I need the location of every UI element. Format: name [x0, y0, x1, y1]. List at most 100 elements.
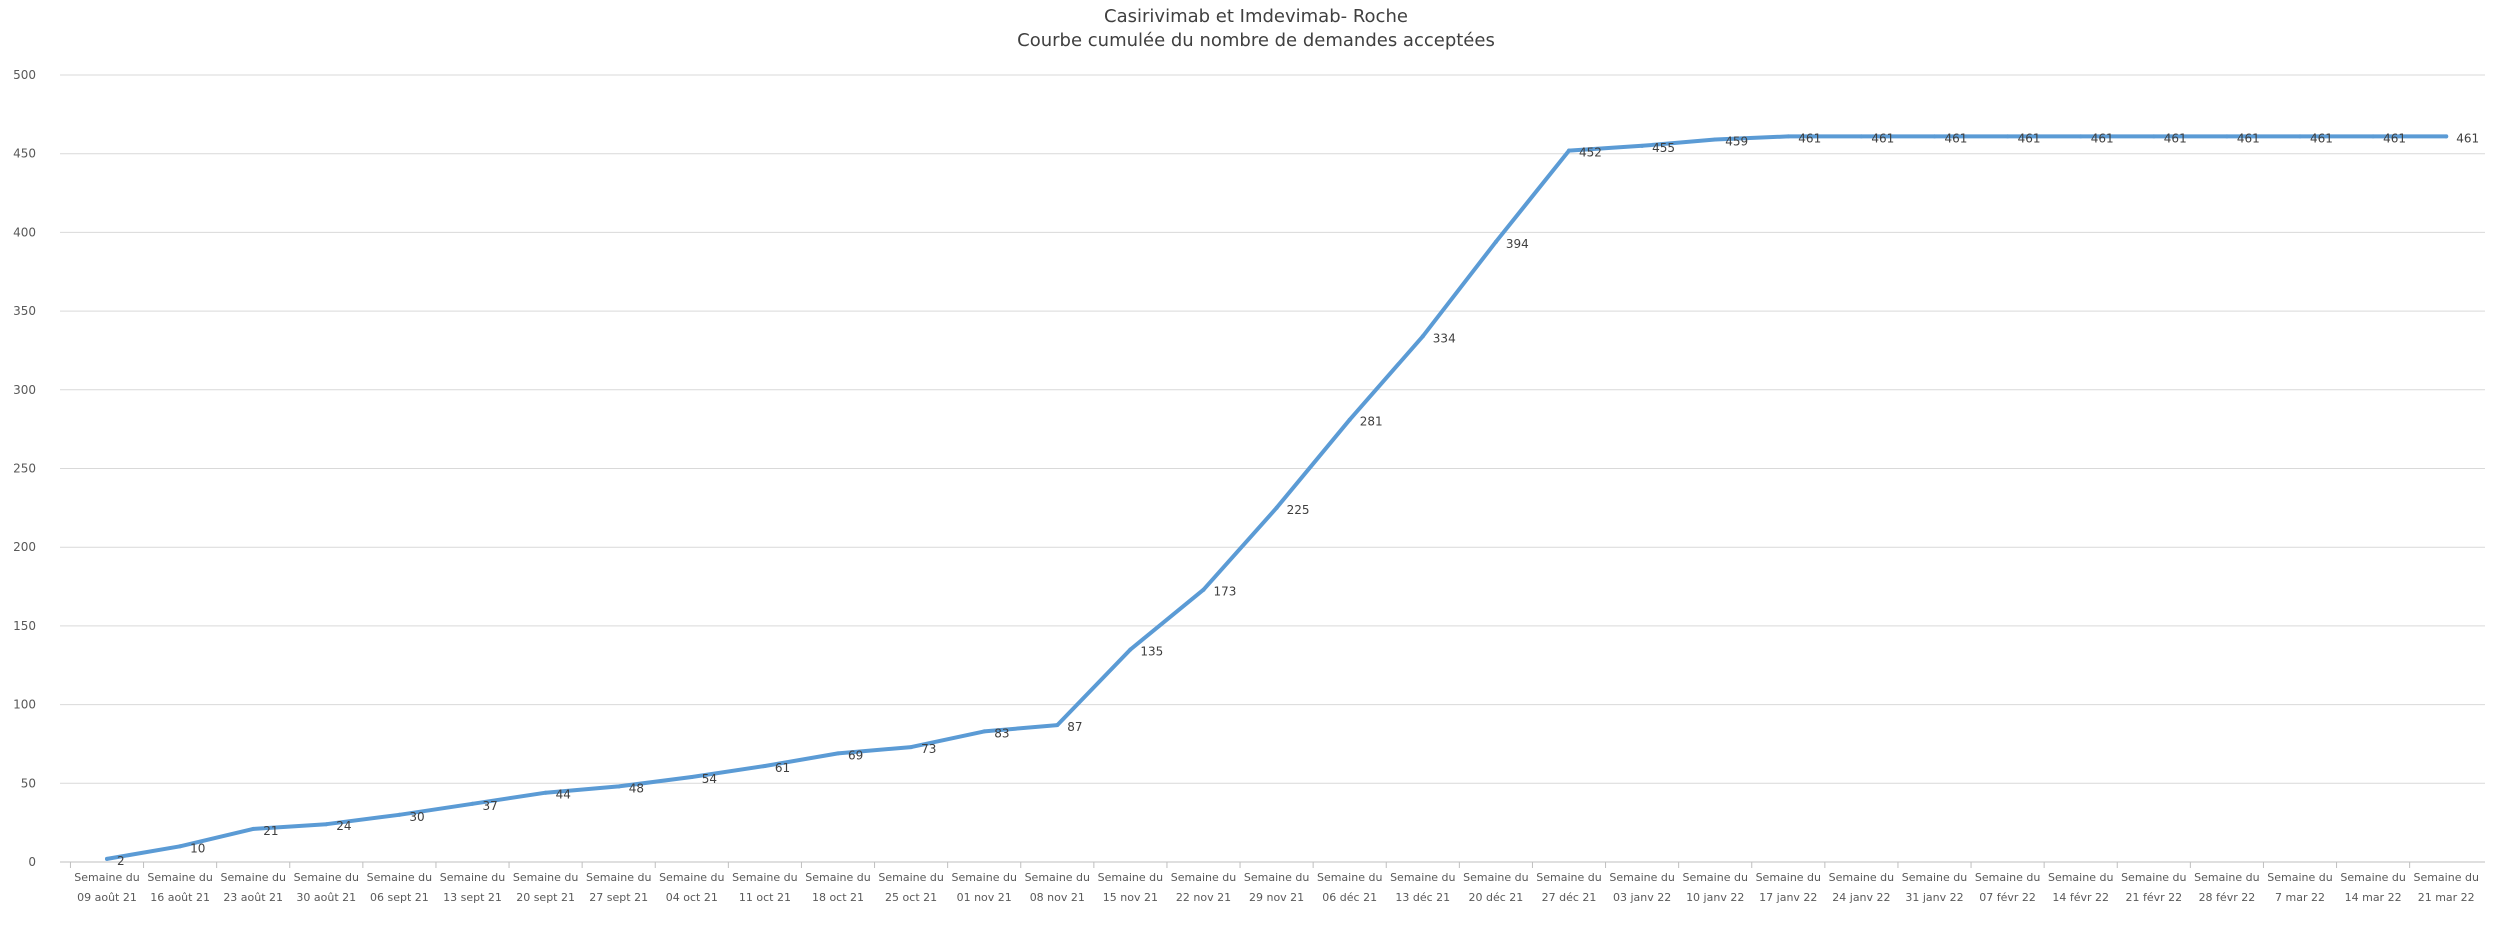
x-tick-label: Semaine du 11 oct 21	[732, 871, 797, 904]
data-label: 461	[2237, 131, 2260, 145]
data-label: 69	[848, 748, 863, 762]
data-label: 461	[2018, 131, 2041, 145]
data-label: 394	[1506, 237, 1529, 251]
x-tick-label: Semaine du 29 nov 21	[1244, 871, 1309, 904]
x-tick-label: Semaine du 09 août 21	[74, 871, 139, 904]
data-point	[616, 784, 621, 789]
data-label: 461	[2310, 131, 2333, 145]
y-tick-label: 100	[13, 698, 36, 712]
data-label: 2	[117, 854, 125, 868]
data-label: 54	[702, 772, 717, 786]
data-label: 461	[1871, 131, 1894, 145]
x-tick-label: Semaine du 21 mar 22	[2413, 871, 2478, 904]
data-label: 455	[1652, 141, 1675, 155]
data-label: 225	[1287, 503, 1310, 517]
x-tick-label: Semaine du 06 sept 21	[367, 871, 432, 904]
data-point	[836, 751, 840, 756]
x-tick-label: Semaine du 15 nov 21	[1098, 871, 1163, 904]
data-point	[470, 801, 475, 806]
data-point	[1932, 134, 1937, 139]
x-tick-label: Semaine du 27 déc 21	[1536, 871, 1601, 904]
y-tick-label: 400	[13, 225, 36, 239]
x-tick-label: Semaine du 01 nov 21	[951, 871, 1016, 904]
x-tick-label: Semaine du 06 déc 21	[1317, 871, 1382, 904]
data-label: 334	[1433, 331, 1456, 345]
x-tick-label: Semaine du 20 déc 21	[1463, 871, 1528, 904]
data-label: 461	[2456, 131, 2479, 145]
data-label: 461	[2383, 131, 2406, 145]
x-tick-label: Semaine du 13 déc 21	[1390, 871, 1455, 904]
x-tick-label: Semaine du 28 févr 22	[2194, 871, 2259, 904]
y-tick-label: 50	[21, 776, 36, 790]
data-point	[689, 775, 694, 780]
data-label: 281	[1360, 415, 1383, 429]
x-tick-label: Semaine du 23 août 21	[220, 871, 285, 904]
x-tick-label: Semaine du 21 févr 22	[2121, 871, 2186, 904]
data-label: 10	[190, 841, 205, 855]
chart-subtitle: Courbe cumulée du nombre de demandes acc…	[1017, 30, 1495, 51]
y-tick-label: 150	[13, 619, 36, 633]
data-label: 73	[921, 742, 936, 756]
y-tick-label: 0	[28, 855, 36, 869]
y-tick-label: 200	[13, 540, 36, 554]
x-tick-label: Semaine du 18 oct 21	[805, 871, 870, 904]
data-point	[397, 812, 402, 817]
data-point	[2298, 134, 2302, 139]
x-tick-label: Semaine du 04 oct 21	[659, 871, 724, 904]
x-tick-label: Semaine du 17 janv 22	[1756, 871, 1821, 904]
x-tick-label: Semaine du 22 nov 21	[1171, 871, 1236, 904]
y-tick-label: 450	[13, 147, 36, 161]
data-label: 83	[994, 726, 1009, 740]
data-label: 61	[775, 761, 790, 775]
data-label: 173	[1214, 585, 1237, 599]
data-point	[105, 856, 109, 861]
data-point	[1420, 334, 1425, 339]
data-point	[1055, 723, 1060, 728]
data-point	[1274, 505, 1279, 510]
x-tick-label: Semaine du 16 août 21	[147, 871, 212, 904]
x-tick-label: Semaine du 08 nov 21	[1025, 871, 1090, 904]
chart-title-group: Casirivimab et Imdevimab- Roche Courbe c…	[1017, 6, 1495, 51]
x-tick-label: Semaine du 31 janv 22	[1902, 871, 1967, 904]
y-axis: 0 50 100 150 200 250 300 350 400 450 500	[13, 68, 36, 869]
data-point	[1786, 134, 1791, 139]
x-tick-label: Semaine du 20 sept 21	[513, 871, 578, 904]
data-label: 21	[263, 824, 278, 838]
data-point	[1859, 134, 1864, 139]
y-tick-label: 250	[13, 462, 36, 476]
data-point	[762, 763, 767, 768]
data-point	[178, 844, 183, 849]
data-label: 461	[1798, 131, 1821, 145]
data-label: 37	[483, 799, 498, 813]
data-point	[1347, 417, 1352, 422]
data-label: 461	[1945, 131, 1968, 145]
data-point	[1567, 148, 1571, 153]
data-label: 452	[1579, 146, 1602, 160]
data-point	[909, 745, 914, 750]
data-point	[251, 826, 256, 831]
data-point	[2224, 134, 2229, 139]
series-line	[105, 134, 2449, 861]
series-layer	[105, 134, 2449, 861]
gridlines	[60, 74, 2485, 863]
data-point	[543, 790, 548, 795]
data-label: 461	[2091, 131, 2114, 145]
x-tick-label: Semaine du 25 oct 21	[878, 871, 943, 904]
y-tick-label: 300	[13, 383, 36, 397]
data-point	[1713, 137, 1718, 142]
x-tick-label: Semaine du 30 août 21	[294, 871, 359, 904]
data-point	[2371, 134, 2376, 139]
x-tick-label: Semaine du 7 mar 22	[2267, 871, 2332, 904]
data-labels: 2 10 21 24 30 37 44 48 54 61 69 73 83 87 135 173 225 281 3…	[117, 131, 2479, 867]
y-tick-label: 500	[13, 68, 36, 82]
chart-title: Casirivimab et Imdevimab- Roche	[1104, 6, 1408, 27]
data-point	[1128, 647, 1133, 652]
data-point	[982, 729, 987, 734]
x-tick-label: Semaine du 24 janv 22	[1829, 871, 1894, 904]
data-point	[1640, 143, 1645, 148]
x-tick-label: Semaine du 03 janv 22	[1609, 871, 1674, 904]
x-tick-label: Semaine du 07 févr 22	[1975, 871, 2040, 904]
x-tick-label: Semaine du 27 sept 21	[586, 871, 651, 904]
